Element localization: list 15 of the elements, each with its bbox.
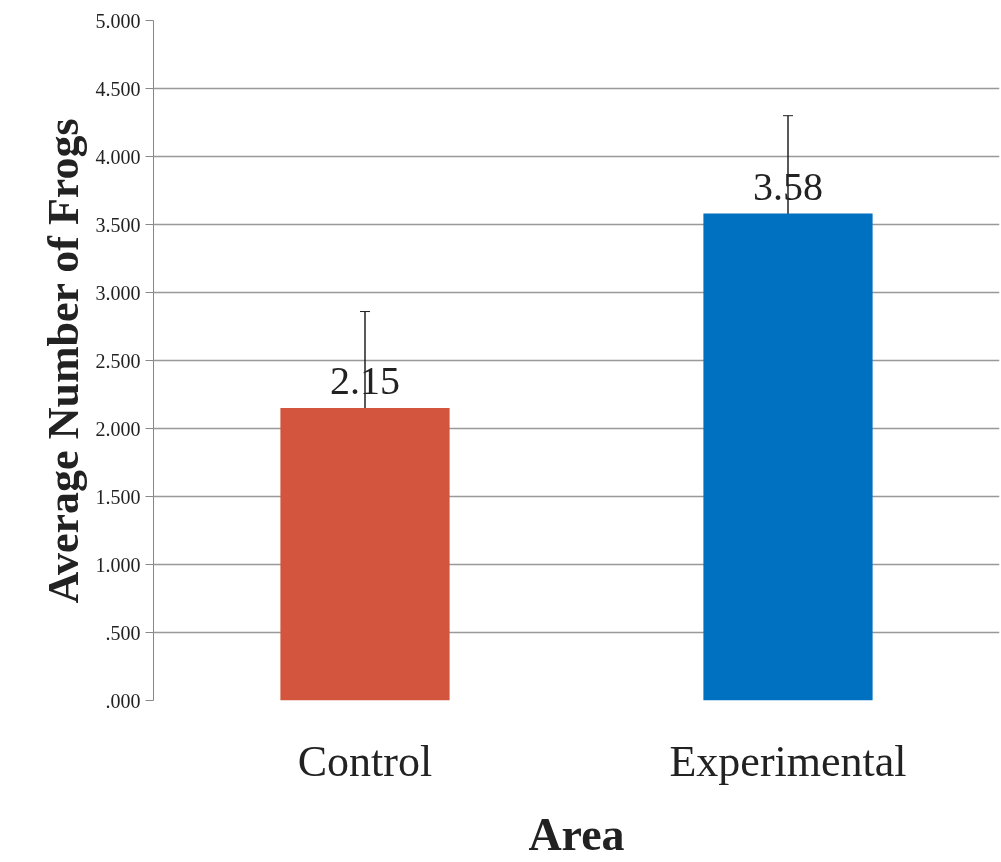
y-tick-label: 1.500 xyxy=(95,485,141,508)
y-tick-label: 3.500 xyxy=(95,213,141,236)
y-tick-label: 4.000 xyxy=(95,145,141,168)
x-axis-title: Area xyxy=(528,808,625,860)
y-tick-label: .500 xyxy=(105,621,141,644)
y-tick-label: 2.500 xyxy=(95,349,141,372)
y-tick-label: 1.000 xyxy=(95,553,141,576)
y-tick-label: 2.000 xyxy=(95,417,141,440)
y-tick-label: .000 xyxy=(105,689,141,712)
y-axis-title: Average Number of Frogs xyxy=(38,118,88,604)
y-tick-label: 3.000 xyxy=(95,281,141,304)
x-tick-label: Experimental xyxy=(669,736,907,786)
y-tick-label: 5.000 xyxy=(95,9,141,32)
y-tick-label: 4.500 xyxy=(95,77,141,100)
x-tick-label: Control xyxy=(297,736,433,786)
